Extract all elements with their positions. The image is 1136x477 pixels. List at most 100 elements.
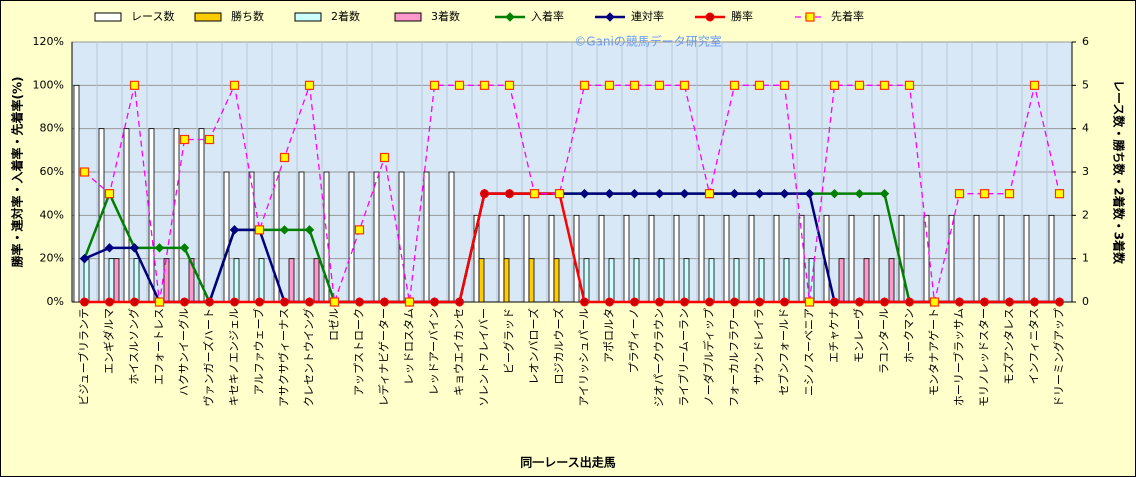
point [979, 189, 990, 199]
point [680, 297, 689, 307]
point [880, 297, 889, 307]
point [854, 188, 865, 199]
point [304, 80, 315, 90]
bar [348, 171, 355, 303]
legend-swatch [394, 12, 422, 22]
point [755, 297, 764, 307]
x-tick-label: サウンドレイラ [753, 308, 766, 385]
point [655, 297, 664, 307]
y2-tick-label: 3 [1082, 165, 1089, 178]
x-tick-label: モンレーヴ [852, 308, 866, 363]
point [754, 80, 765, 90]
point [104, 243, 115, 253]
bar [998, 214, 1005, 303]
point [779, 80, 790, 90]
bar [648, 214, 655, 303]
bar [498, 214, 505, 303]
x-tick-label: ビジューブリランテ [77, 308, 91, 406]
point [729, 80, 740, 90]
point [730, 297, 739, 307]
x-tick-label: セブンフォールド [777, 308, 791, 396]
legend-item: レース数 [94, 10, 174, 23]
bar [258, 258, 265, 303]
x-tick-label: クレセントウイング [302, 308, 316, 407]
point [1029, 80, 1040, 90]
point [104, 189, 115, 199]
point [605, 297, 614, 307]
legend-item: 2着数 [294, 9, 360, 23]
y2-tick-label: 2 [1082, 208, 1089, 221]
x-tick-label: キョウエイカンセ [453, 308, 466, 396]
bar [888, 258, 895, 303]
y2-tick-label: 6 [1082, 35, 1089, 48]
bar [848, 214, 855, 303]
point [305, 297, 314, 307]
point [804, 297, 815, 307]
bar [783, 258, 790, 303]
legend-marker [605, 12, 615, 22]
bar [923, 214, 930, 303]
bar [733, 258, 740, 303]
x-tick-label: ロジカルウーズ [552, 308, 566, 384]
x-tick-label: アサクサヴィーナス [277, 308, 291, 407]
point [604, 188, 615, 199]
legend-label: 先着率 [831, 9, 864, 23]
legend-marker [505, 12, 515, 22]
point [479, 80, 490, 90]
bar [758, 258, 765, 303]
x-tick-label: ジオパークウラウン [653, 308, 666, 407]
point [705, 297, 714, 307]
point [955, 297, 964, 307]
x-tick-label: ハクサンイーグル [177, 308, 191, 396]
x-tick-label: ロゼル [328, 308, 341, 341]
bar [313, 258, 320, 303]
bar [948, 214, 955, 303]
x-tick-label: ラコンタール [878, 308, 891, 374]
point [504, 80, 515, 90]
y2-tick-label: 0 [1082, 295, 1089, 308]
bar [478, 258, 485, 303]
point [554, 189, 565, 199]
point [380, 297, 389, 307]
point [654, 80, 665, 90]
bar [503, 258, 510, 303]
y-tick-label: 0% [47, 295, 64, 308]
x-tick-label: モンタナアゲート [928, 308, 941, 396]
point [454, 80, 465, 90]
point [379, 152, 390, 163]
point [79, 167, 90, 177]
x-tick-label: エチャケナ [828, 308, 841, 363]
point [829, 188, 840, 199]
point [754, 188, 765, 199]
bar [448, 171, 455, 303]
x-tick-label: インフィニタス [1028, 308, 1041, 384]
watermark: ©Ganiの競馬データ研究室 [574, 34, 722, 49]
bar [548, 214, 555, 303]
x-tick-label: モズアンタレス [1002, 308, 1016, 385]
bar [973, 214, 980, 303]
point [1054, 189, 1065, 199]
x-tick-label: エンギダルマ [102, 308, 116, 374]
point [679, 80, 690, 90]
point [154, 243, 165, 253]
point [280, 297, 289, 307]
point [729, 188, 740, 199]
legend-swatch [94, 12, 122, 22]
bar [553, 258, 560, 303]
y-tick-label: 120% [33, 35, 64, 48]
bar [423, 171, 430, 303]
bar [113, 258, 120, 303]
point [180, 297, 189, 307]
bar [623, 214, 630, 303]
point [604, 80, 615, 90]
point [404, 297, 415, 307]
bar [233, 258, 240, 303]
point [105, 297, 114, 307]
x-tick-label: レッドアーバイン [428, 308, 441, 395]
point [904, 80, 915, 90]
x-tick-label: アイリッシュパール [578, 308, 591, 406]
point [229, 225, 240, 235]
x-tick-label: ホークマン [903, 308, 916, 363]
point [654, 188, 665, 199]
